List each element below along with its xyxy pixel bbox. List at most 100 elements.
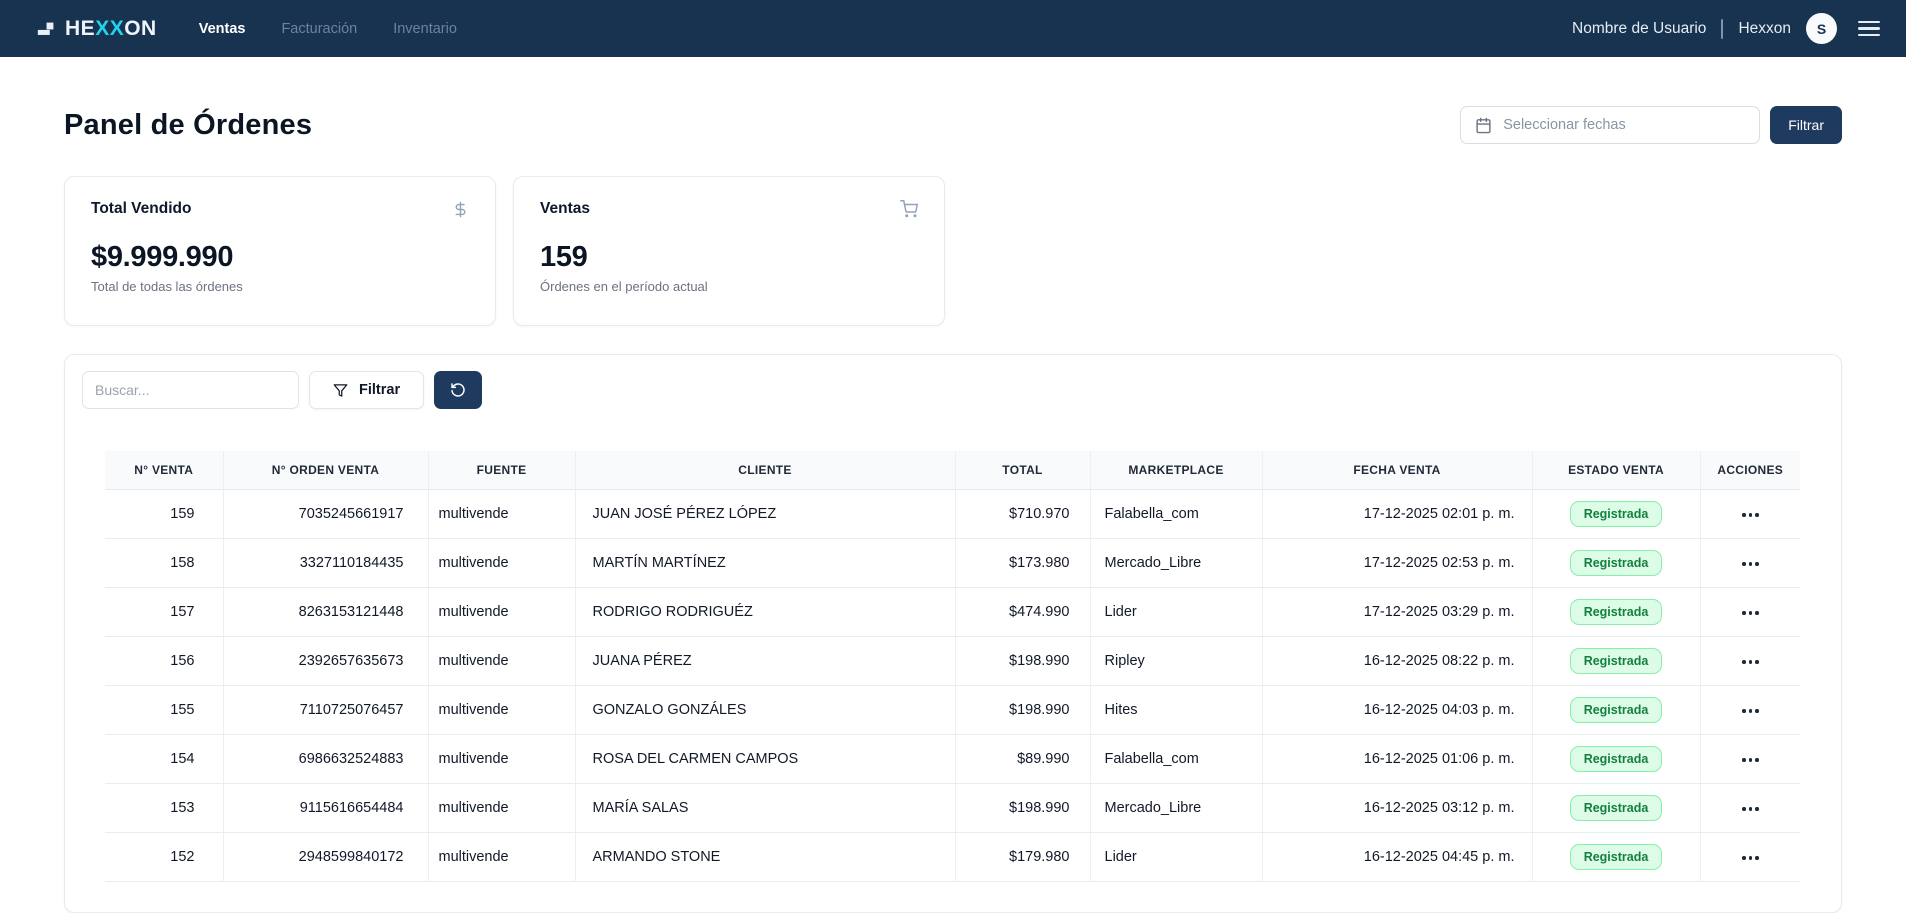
row-actions-button[interactable] — [1734, 801, 1767, 817]
cell-n-venta: 155 — [105, 685, 224, 735]
status-badge: Registrada — [1569, 549, 1663, 576]
cell-n-orden-venta: 8263153121448 — [223, 587, 429, 637]
top-navbar: HEXXON Ventas Facturación Inventario Nom… — [0, 0, 1906, 57]
status-badge: Registrada — [1569, 745, 1663, 772]
date-range-placeholder: Seleccionar fechas — [1503, 117, 1626, 133]
more-horizontal-icon — [1742, 807, 1759, 811]
table-filter-button[interactable]: Filtrar — [309, 371, 425, 409]
cell-fuente: multivende — [428, 832, 576, 882]
cell-fecha-venta: 16-12-2025 08:22 p. m. — [1262, 636, 1533, 686]
cell-estado-venta: Registrada — [1532, 538, 1701, 588]
main-content: Panel de Órdenes Seleccionar fechas Filt… — [0, 106, 1906, 913]
cell-total: $474.990 — [955, 587, 1091, 637]
column-header-estado-venta: ESTADO VENTA — [1532, 451, 1701, 490]
cell-n-orden-venta: 2948599840172 — [223, 832, 429, 882]
cell-estado-venta: Registrada — [1532, 489, 1701, 539]
more-horizontal-icon — [1742, 562, 1759, 566]
stat-card-total-vendido: Total Vendido $9.999.990 Total de todas … — [64, 176, 496, 326]
cell-cliente: MARTÍN MARTÍNEZ — [575, 538, 956, 588]
stat-subtitle: Total de todas las órdenes — [91, 279, 243, 294]
cell-fecha-venta: 16-12-2025 01:06 p. m. — [1262, 734, 1533, 784]
cell-acciones — [1700, 734, 1800, 784]
cell-estado-venta: Registrada — [1532, 636, 1701, 686]
cell-acciones — [1700, 538, 1800, 588]
avatar[interactable]: S — [1806, 13, 1837, 44]
orders-table: N° VENTA N° ORDEN VENTA FUENTE CLIENTE T… — [105, 451, 1800, 882]
shopping-cart-icon — [900, 200, 918, 218]
brand-text: HEXXON — [65, 16, 157, 40]
cell-n-orden-venta: 2392657635673 — [223, 636, 429, 686]
stat-card-ventas: Ventas 159 Órdenes en el período actual — [513, 176, 945, 326]
table-row: 158 3327110184435 multivende MARTÍN MART… — [105, 538, 1800, 588]
nav-link-ventas[interactable]: Ventas — [198, 20, 246, 37]
cell-n-venta: 152 — [105, 832, 224, 882]
calendar-icon — [1475, 117, 1492, 134]
cell-marketplace: Lider — [1090, 832, 1263, 882]
refresh-button[interactable] — [434, 371, 483, 409]
cell-total: $198.990 — [955, 636, 1091, 686]
cell-n-venta: 153 — [105, 783, 224, 833]
page-header: Panel de Órdenes Seleccionar fechas Filt… — [64, 106, 1842, 144]
cell-n-orden-venta: 3327110184435 — [223, 538, 429, 588]
date-filter-button[interactable]: Filtrar — [1770, 106, 1842, 144]
stat-title: Ventas — [540, 200, 590, 217]
stat-value: 159 — [540, 241, 588, 273]
cell-acciones — [1700, 685, 1800, 735]
date-range-picker[interactable]: Seleccionar fechas — [1460, 106, 1761, 144]
cell-cliente: ROSA DEL CARMEN CAMPOS — [575, 734, 956, 784]
orders-table-body: 159 7035245661917 multivende JUAN JOSÉ P… — [105, 489, 1800, 882]
table-row: 153 9115616654484 multivende MARÍA SALAS… — [105, 783, 1800, 833]
table-row: 152 2948599840172 multivende ARMANDO STO… — [105, 832, 1800, 882]
table-row: 157 8263153121448 multivende RODRIGO ROD… — [105, 587, 1800, 637]
table-row: 154 6986632524883 multivende ROSA DEL CA… — [105, 734, 1800, 784]
brand-logo[interactable]: HEXXON — [36, 17, 157, 41]
column-header-cliente: CLIENTE — [575, 451, 956, 490]
row-actions-button[interactable] — [1734, 605, 1767, 621]
cell-estado-venta: Registrada — [1532, 734, 1701, 784]
status-badge: Registrada — [1569, 794, 1663, 821]
orders-card: Filtrar N° V — [64, 354, 1842, 913]
search-input[interactable] — [82, 371, 299, 409]
orders-table-wrapper: N° VENTA N° ORDEN VENTA FUENTE CLIENTE T… — [105, 451, 1801, 882]
nav-link-facturacion[interactable]: Facturación — [281, 20, 358, 37]
filter-funnel-icon — [333, 383, 348, 398]
stat-subtitle: Órdenes en el período actual — [540, 279, 708, 294]
table-row: 159 7035245661917 multivende JUAN JOSÉ P… — [105, 489, 1800, 539]
cell-fuente: multivende — [428, 489, 576, 539]
menu-icon[interactable] — [1858, 19, 1882, 39]
cell-cliente: GONZALO GONZÁLES — [575, 685, 956, 735]
nav-link-inventario[interactable]: Inventario — [393, 20, 457, 37]
row-actions-button[interactable] — [1734, 654, 1767, 670]
cell-acciones — [1700, 587, 1800, 637]
cell-fuente: multivende — [428, 685, 576, 735]
cell-fecha-venta: 16-12-2025 04:03 p. m. — [1262, 685, 1533, 735]
table-row: 156 2392657635673 multivende JUANA PÉREZ… — [105, 636, 1800, 686]
row-actions-button[interactable] — [1734, 703, 1767, 719]
stat-value: $9.999.990 — [91, 241, 234, 273]
row-actions-button[interactable] — [1734, 752, 1767, 768]
cell-n-venta: 154 — [105, 734, 224, 784]
cell-acciones — [1700, 783, 1800, 833]
column-header-total: TOTAL — [955, 451, 1091, 490]
column-header-n-orden-venta: N° ORDEN VENTA — [223, 451, 429, 490]
cell-n-venta: 156 — [105, 636, 224, 686]
cell-marketplace: Hites — [1090, 685, 1263, 735]
cell-marketplace: Mercado_Libre — [1090, 538, 1263, 588]
cell-total: $198.990 — [955, 783, 1091, 833]
cell-marketplace: Ripley — [1090, 636, 1263, 686]
cell-estado-venta: Registrada — [1532, 783, 1701, 833]
workspace-name: Hexxon — [1738, 19, 1791, 37]
navbar-right: Nombre de Usuario Hexxon S — [1572, 13, 1882, 44]
user-name: Nombre de Usuario — [1572, 19, 1707, 37]
cell-estado-venta: Registrada — [1532, 832, 1701, 882]
row-actions-button[interactable] — [1734, 850, 1767, 866]
date-filter-controls: Seleccionar fechas Filtrar — [1460, 106, 1842, 144]
cell-cliente: ARMANDO STONE — [575, 832, 956, 882]
row-actions-button[interactable] — [1734, 556, 1767, 572]
more-horizontal-icon — [1742, 513, 1759, 517]
cell-total: $179.980 — [955, 832, 1091, 882]
more-horizontal-icon — [1742, 660, 1759, 664]
row-actions-button[interactable] — [1734, 507, 1767, 523]
status-badge: Registrada — [1569, 696, 1663, 723]
cell-total: $198.990 — [955, 685, 1091, 735]
